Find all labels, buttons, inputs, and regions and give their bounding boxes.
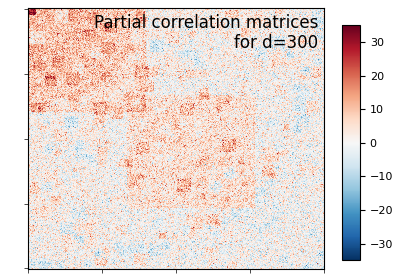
Text: Partial correlation matrices
for d=300: Partial correlation matrices for d=300 xyxy=(94,14,318,52)
